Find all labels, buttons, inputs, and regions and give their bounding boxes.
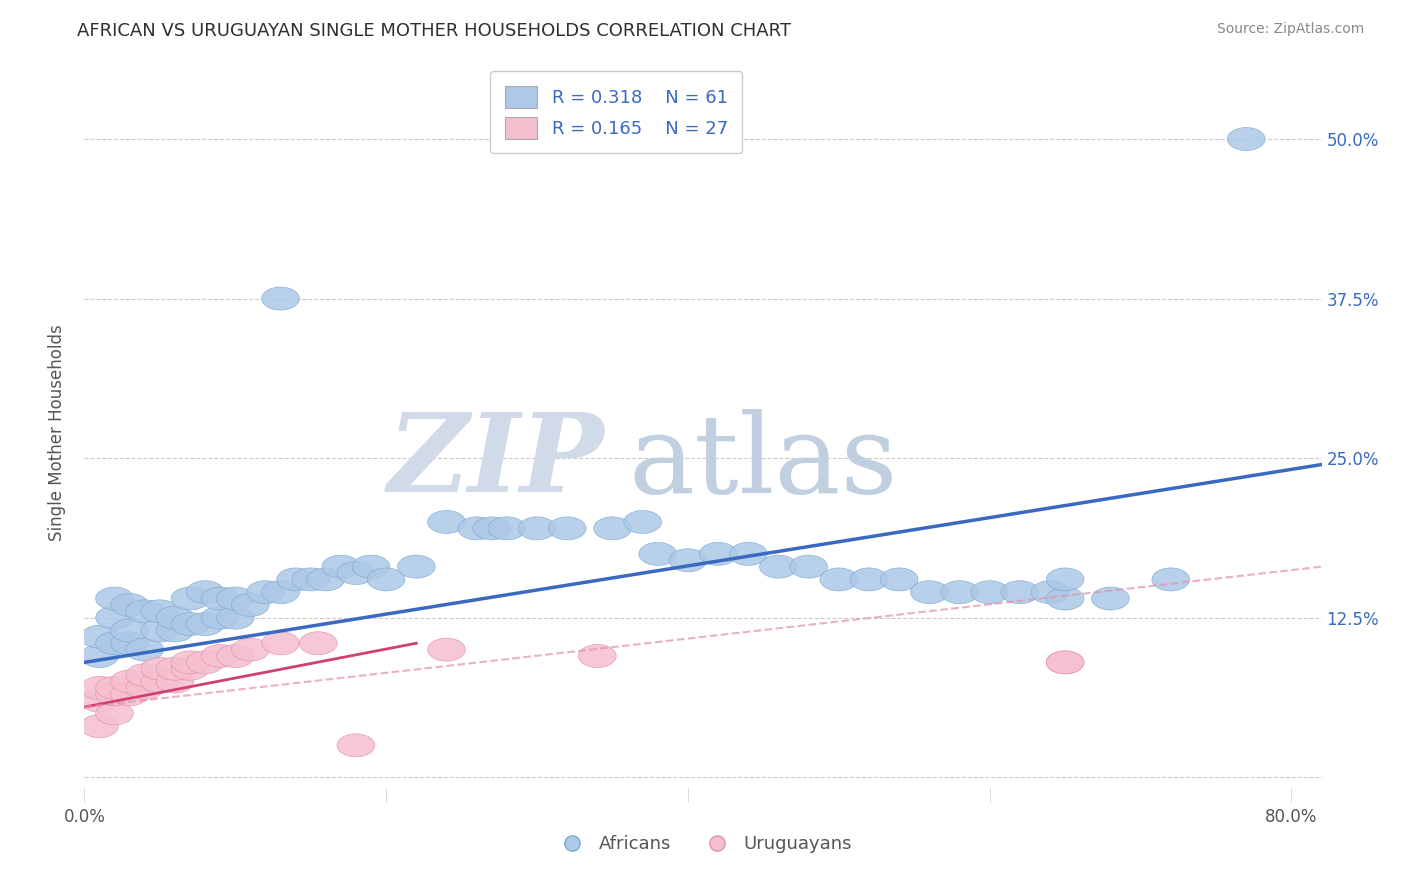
Ellipse shape (970, 581, 1008, 604)
Ellipse shape (262, 632, 299, 655)
Ellipse shape (111, 682, 149, 706)
Ellipse shape (1046, 651, 1084, 673)
Ellipse shape (201, 607, 239, 629)
Ellipse shape (80, 625, 118, 648)
Ellipse shape (624, 510, 661, 533)
Text: AFRICAN VS URUGUAYAN SINGLE MOTHER HOUSEHOLDS CORRELATION CHART: AFRICAN VS URUGUAYAN SINGLE MOTHER HOUSE… (77, 22, 792, 40)
Ellipse shape (1227, 128, 1265, 151)
Ellipse shape (820, 568, 858, 591)
Ellipse shape (96, 702, 134, 725)
Ellipse shape (80, 645, 118, 667)
Text: atlas: atlas (628, 409, 898, 516)
Ellipse shape (80, 676, 118, 699)
Text: Source: ZipAtlas.com: Source: ZipAtlas.com (1216, 22, 1364, 37)
Ellipse shape (262, 581, 299, 604)
Ellipse shape (127, 599, 163, 623)
Ellipse shape (472, 516, 510, 540)
Ellipse shape (186, 651, 224, 673)
Ellipse shape (186, 581, 224, 604)
Ellipse shape (172, 587, 209, 610)
Ellipse shape (96, 632, 134, 655)
Ellipse shape (232, 638, 269, 661)
Ellipse shape (217, 645, 254, 667)
Ellipse shape (488, 516, 526, 540)
Ellipse shape (201, 587, 239, 610)
Ellipse shape (669, 549, 707, 572)
Ellipse shape (299, 632, 337, 655)
Ellipse shape (156, 657, 194, 681)
Ellipse shape (111, 593, 149, 616)
Ellipse shape (1031, 581, 1069, 604)
Ellipse shape (217, 607, 254, 629)
Legend: Africans, Uruguayans: Africans, Uruguayans (547, 828, 859, 861)
Ellipse shape (593, 516, 631, 540)
Ellipse shape (186, 613, 224, 636)
Ellipse shape (398, 555, 436, 578)
Ellipse shape (790, 555, 828, 578)
Ellipse shape (127, 676, 163, 699)
Ellipse shape (141, 657, 179, 681)
Ellipse shape (1046, 651, 1084, 673)
Ellipse shape (337, 734, 375, 756)
Ellipse shape (1046, 568, 1084, 591)
Ellipse shape (759, 555, 797, 578)
Ellipse shape (941, 581, 979, 604)
Ellipse shape (578, 645, 616, 667)
Ellipse shape (911, 581, 948, 604)
Ellipse shape (156, 619, 194, 642)
Ellipse shape (111, 619, 149, 642)
Ellipse shape (730, 542, 768, 566)
Ellipse shape (1001, 581, 1039, 604)
Ellipse shape (156, 670, 194, 693)
Ellipse shape (638, 542, 676, 566)
Ellipse shape (80, 714, 118, 738)
Ellipse shape (851, 568, 887, 591)
Ellipse shape (458, 516, 495, 540)
Ellipse shape (172, 613, 209, 636)
Ellipse shape (141, 599, 179, 623)
Ellipse shape (246, 581, 284, 604)
Ellipse shape (1091, 587, 1129, 610)
Ellipse shape (1046, 587, 1084, 610)
Ellipse shape (337, 562, 375, 584)
Ellipse shape (352, 555, 389, 578)
Ellipse shape (232, 593, 269, 616)
Ellipse shape (111, 670, 149, 693)
Ellipse shape (156, 607, 194, 629)
Ellipse shape (96, 587, 134, 610)
Ellipse shape (367, 568, 405, 591)
Ellipse shape (172, 651, 209, 673)
Y-axis label: Single Mother Households: Single Mother Households (48, 325, 66, 541)
Ellipse shape (172, 657, 209, 681)
Ellipse shape (292, 568, 329, 591)
Ellipse shape (548, 516, 586, 540)
Ellipse shape (880, 568, 918, 591)
Ellipse shape (141, 670, 179, 693)
Ellipse shape (141, 619, 179, 642)
Ellipse shape (217, 587, 254, 610)
Ellipse shape (262, 287, 299, 310)
Ellipse shape (111, 632, 149, 655)
Ellipse shape (80, 690, 118, 712)
Ellipse shape (127, 638, 163, 661)
Ellipse shape (322, 555, 360, 578)
Ellipse shape (127, 664, 163, 687)
Ellipse shape (427, 510, 465, 533)
Ellipse shape (1152, 568, 1189, 591)
Ellipse shape (96, 682, 134, 706)
Ellipse shape (519, 516, 555, 540)
Ellipse shape (427, 638, 465, 661)
Ellipse shape (201, 645, 239, 667)
Ellipse shape (96, 607, 134, 629)
Ellipse shape (307, 568, 344, 591)
Text: ZIP: ZIP (388, 409, 605, 516)
Ellipse shape (699, 542, 737, 566)
Ellipse shape (96, 676, 134, 699)
Ellipse shape (277, 568, 315, 591)
